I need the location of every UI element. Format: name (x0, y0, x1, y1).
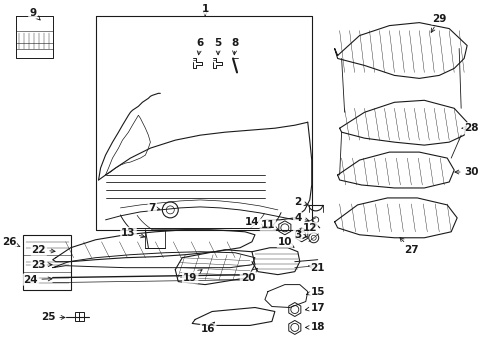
Text: 17: 17 (305, 302, 325, 312)
Text: 29: 29 (431, 14, 446, 32)
Circle shape (162, 202, 178, 218)
Text: 23: 23 (31, 260, 52, 270)
Text: 15: 15 (306, 287, 325, 297)
Text: 18: 18 (305, 323, 325, 332)
Text: 28: 28 (462, 123, 478, 133)
Text: 21: 21 (309, 263, 325, 273)
Bar (23, 235, 71, 289)
Text: 6: 6 (196, 37, 204, 55)
Bar (74, 312, 84, 321)
Text: 26: 26 (1, 237, 20, 247)
Text: 11: 11 (261, 220, 279, 230)
Text: 25: 25 (42, 312, 65, 323)
Text: 13: 13 (121, 228, 145, 238)
Text: 2: 2 (294, 197, 308, 207)
Text: 1: 1 (201, 4, 209, 16)
Text: 5: 5 (215, 37, 222, 55)
Text: 16: 16 (201, 322, 216, 334)
Text: 8: 8 (231, 37, 239, 55)
Text: 9: 9 (29, 8, 40, 20)
Text: 30: 30 (455, 167, 478, 177)
Text: 10: 10 (278, 237, 294, 247)
Text: 22: 22 (31, 245, 55, 255)
Text: 20: 20 (241, 268, 257, 283)
Text: 14: 14 (245, 217, 264, 228)
Text: 3: 3 (294, 230, 307, 240)
Text: 27: 27 (400, 238, 418, 255)
Bar (146, 230, 165, 248)
Text: 24: 24 (24, 275, 52, 285)
Text: 4: 4 (294, 213, 309, 223)
Text: 19: 19 (183, 270, 202, 283)
Text: 7: 7 (148, 203, 160, 213)
Text: 12: 12 (298, 223, 317, 233)
